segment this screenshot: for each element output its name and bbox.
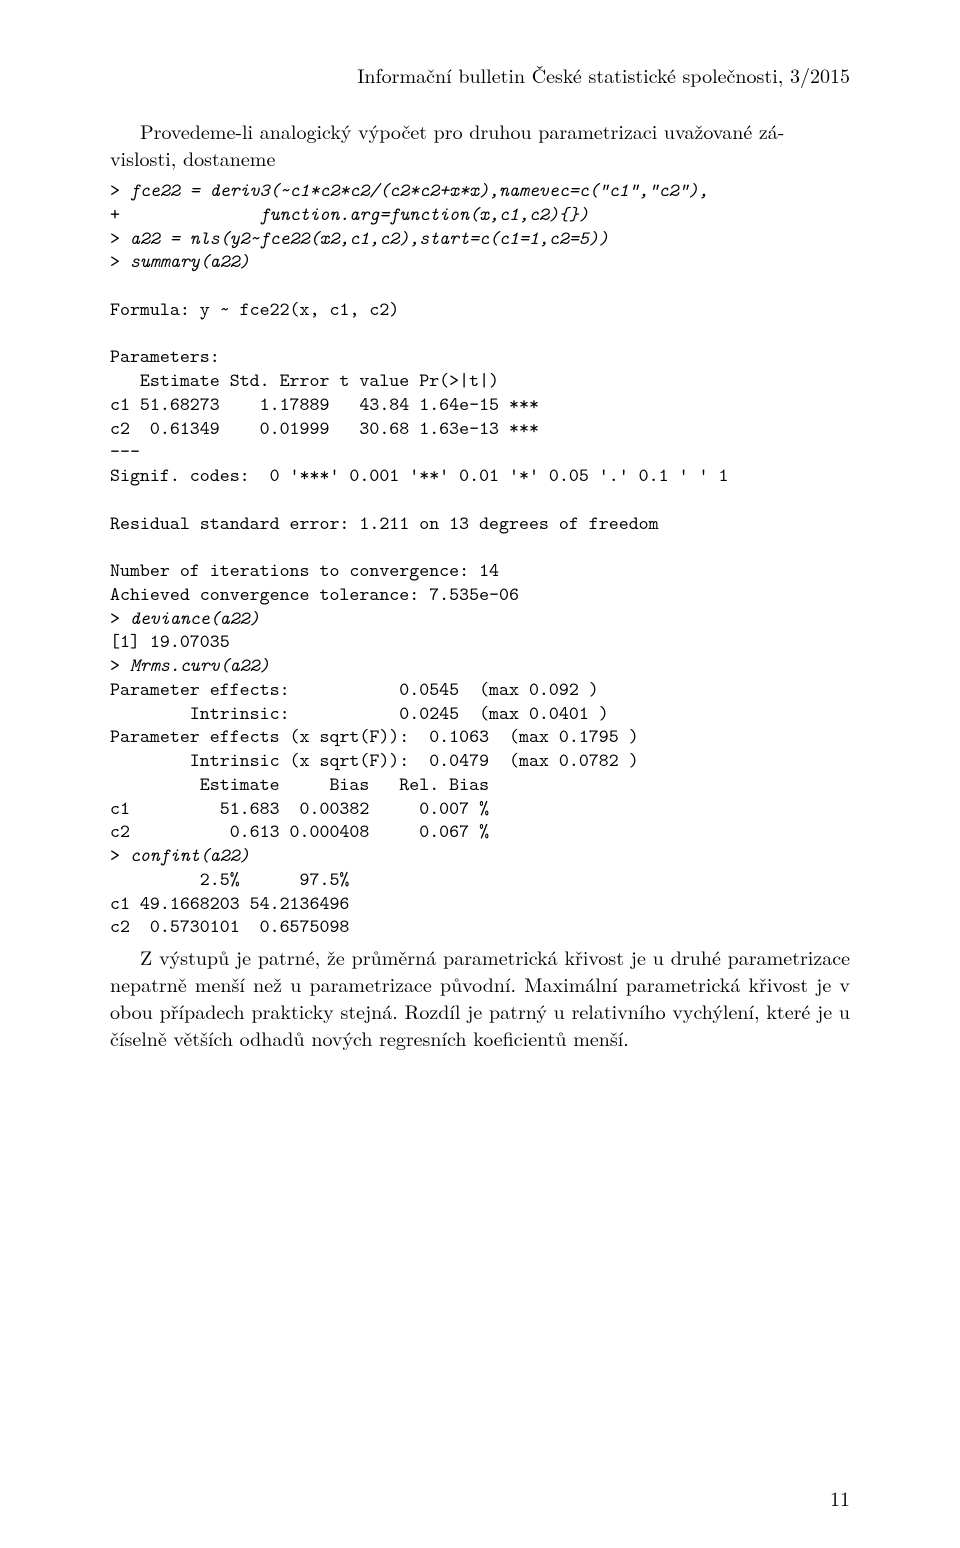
code-l04-input: summary(a22) (130, 249, 250, 274)
code-l19-input: deviance(a22) (130, 606, 260, 631)
code-block: > fce22 = deriv3(~c1*c2*c2/(c2*c2+x*x),n… (110, 179, 850, 939)
code-l31: c1 49.1668203 54.2136496 (110, 891, 349, 916)
code-l23: Intrinsic: 0.0245 (max 0.0401 ) (110, 701, 609, 726)
intro-paragraph: Provedeme-li analogický výpočet pro druh… (110, 117, 850, 171)
code-l21-prompt: > (110, 653, 130, 678)
running-header: Informační bulletin České statistické sp… (110, 60, 850, 89)
page-number: 11 (830, 1483, 850, 1512)
code-l29-input: confint(a22) (130, 843, 250, 868)
code-l01-prompt: > (110, 178, 130, 203)
code-l20: [1] 19.07035 (110, 629, 230, 654)
code-l02-input: function.arg=function(x,c1,c2){}) (260, 202, 589, 227)
code-l19-prompt: > (110, 606, 130, 631)
page: Informační bulletin České statistické sp… (0, 0, 960, 1548)
code-l12: --- (110, 439, 140, 464)
code-l10: c1 51.68273 1.17889 43.84 1.64e-15 *** (110, 392, 539, 417)
code-l17: Number of iterations to convergence: 14 (110, 558, 499, 583)
code-l22: Parameter effects: 0.0545 (max 0.092 ) (110, 677, 599, 702)
code-l02-prompt: + (110, 202, 260, 227)
code-l18: Achieved convergence tolerance: 7.535e-0… (110, 582, 519, 607)
code-l01-input: fce22 = deriv3(~c1*c2*c2/(c2*c2+x*x),nam… (130, 178, 709, 203)
code-l21-input: Mrms.curv(a22) (130, 653, 270, 678)
code-l25: Intrinsic (x sqrt(F)): 0.0479 (max 0.078… (110, 748, 639, 773)
code-l28: c2 0.613 0.000408 0.067 % (110, 819, 489, 844)
outtro-text: Z výstupů je patrné, že průměrná paramet… (110, 943, 850, 1051)
code-l24: Parameter effects (x sqrt(F)): 0.1063 (m… (110, 724, 639, 749)
code-l11: c2 0.61349 0.01999 30.68 1.63e-13 *** (110, 416, 539, 441)
outtro-paragraph: Z výstupů je patrné, že průměrná paramet… (110, 943, 850, 1051)
intro-line-2: vislosti, dostaneme (110, 144, 850, 171)
code-l08: Parameters: (110, 344, 220, 369)
code-l27: c1 51.683 0.00382 0.007 % (110, 796, 489, 821)
code-l15: Residual standard error: 1.211 on 13 deg… (110, 511, 659, 536)
code-l03-input: a22 = nls(y2~fce22(x2,c1,c2),start=c(c1=… (130, 226, 609, 251)
intro-line-1: Provedeme-li analogický výpočet pro druh… (110, 117, 850, 144)
code-l29-prompt: > (110, 843, 130, 868)
code-l26: Estimate Bias Rel. Bias (110, 772, 489, 797)
code-l03-prompt: > (110, 226, 130, 251)
code-l09: Estimate Std. Error t value Pr(>|t|) (110, 368, 499, 393)
code-l04-prompt: > (110, 249, 130, 274)
code-l06: Formula: y ~ fce22(x, c1, c2) (110, 297, 399, 322)
code-l13: Signif. codes: 0 '***' 0.001 '**' 0.01 '… (110, 463, 728, 488)
code-l32: c2 0.5730101 0.6575098 (110, 914, 349, 939)
code-l30: 2.5% 97.5% (110, 867, 349, 892)
